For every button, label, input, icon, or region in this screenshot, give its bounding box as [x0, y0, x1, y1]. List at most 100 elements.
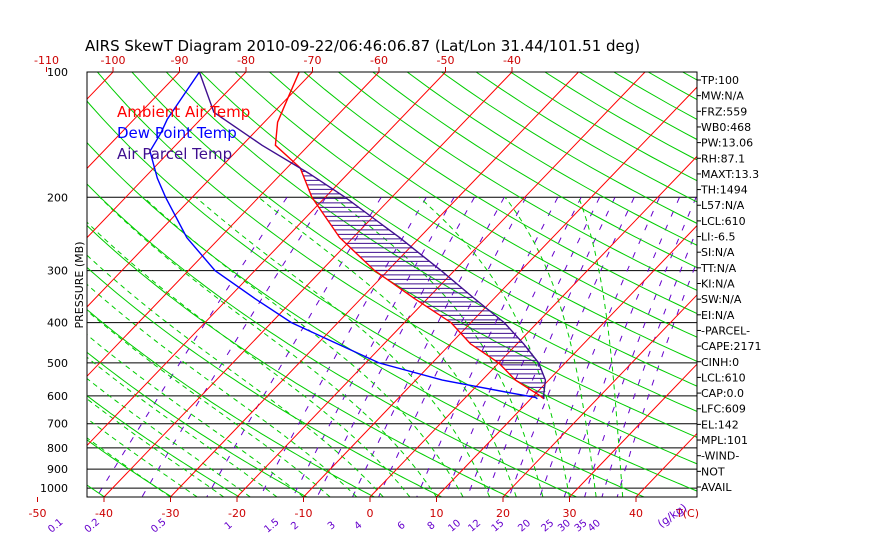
pressure-tick-100: 100	[47, 66, 68, 79]
index-row-23: EL:142	[701, 418, 739, 431]
index-row-25: -WIND-	[701, 450, 739, 463]
isotherm--20	[236, 72, 646, 497]
isotherm--110	[0, 72, 47, 497]
pressure-tick-700: 700	[47, 418, 68, 431]
index-row-8: TH:1494	[700, 184, 748, 197]
ambient-air-temp-line	[274, 72, 545, 400]
mixing-ratio-line-10	[466, 197, 601, 497]
bottom-tick-10: 10	[430, 507, 444, 520]
mixing-ratio-line-3	[352, 197, 505, 497]
index-row-13: TT:N/A	[700, 262, 737, 275]
dry-adiabat-340	[131, 72, 697, 438]
mixing-ratio-line-35	[601, 228, 697, 497]
isotherm-30	[569, 363, 697, 497]
index-row-19: CINH:0	[701, 356, 739, 369]
pressure-tick-500: 500	[47, 357, 68, 370]
dry-adiabat-380	[269, 72, 697, 338]
dry-adiabat-280	[87, 266, 442, 497]
mixing-ratio-line-12	[485, 197, 616, 497]
index-row-3: FRZ:559	[701, 105, 747, 118]
moist-adiabat--22	[87, 398, 224, 497]
dry-adiabat-420	[406, 72, 697, 246]
dry-adiabat-270	[87, 309, 375, 497]
plot-frame	[86, 71, 698, 498]
moist-adiabat--10	[87, 334, 304, 497]
moist-adiabat-18	[195, 196, 491, 497]
index-row-17: -PARCEL-	[701, 324, 750, 337]
y-axis-label: PRESSURE (MB)	[73, 242, 86, 329]
isotherm--30	[170, 72, 579, 497]
dry-adiabat-230	[87, 484, 105, 497]
bottom-tick--40: -40	[95, 507, 113, 520]
dry-adiabat-260	[87, 351, 308, 497]
index-row-2: MW:N/A	[701, 90, 744, 103]
mixing-ratio-label-30: 30	[556, 518, 573, 535]
top-tick--70: -70	[304, 54, 322, 67]
index-row-22: LFC:609	[701, 403, 746, 416]
mixing-ratio-label-25: 25	[540, 518, 557, 535]
pressure-tick-1000: 1000	[40, 482, 68, 495]
dry-adiabat-310	[87, 141, 645, 497]
isotherm--100	[87, 72, 114, 100]
isotherm-60	[769, 72, 870, 497]
mixing-ratio-label-3: 3	[326, 520, 338, 533]
bottom-temp-tick-labels: -50 -40 -30 -20 -10 0 10 20 30 40	[29, 497, 643, 520]
index-row-6: RH:87.1	[701, 152, 745, 165]
dry-adiabat-410	[372, 72, 697, 269]
mixing-ratio-label-6: 6	[396, 520, 408, 533]
chart-title: AIRS SkewT Diagram 2010-09-22/06:46:06.8…	[85, 37, 640, 55]
index-row-15: SW:N/A	[701, 293, 742, 306]
index-row-20: LCL:610	[701, 371, 746, 384]
top-tick--60: -60	[370, 54, 388, 67]
legend-item-1: Ambient Air Temp	[117, 103, 250, 121]
isotherm--40	[103, 72, 513, 497]
top-tick--110: -110	[34, 54, 59, 67]
isotherm-0	[369, 155, 697, 497]
mixing-ratio-label-0.1: 0.1	[46, 517, 65, 536]
pressure-tick-900: 900	[47, 463, 68, 476]
top-tick--100: -100	[101, 54, 126, 67]
mixing-ratio-line-25	[563, 197, 680, 497]
mixing-ratio-line-0.5	[206, 197, 382, 497]
moist-adiabat--6	[87, 310, 331, 497]
moist-adiabat--30	[87, 437, 171, 497]
mixing-ratio-label-4: 4	[352, 520, 364, 533]
index-row-4: WB0:468	[701, 121, 751, 134]
pressure-tick-400: 400	[47, 317, 68, 330]
mixing-ratio-label-40: 40	[586, 518, 603, 535]
top-temp-tick-labels: -120-110-100-90-80-70-60-50-40	[34, 54, 521, 72]
mixing-ratio-label-2: 2	[289, 520, 301, 533]
index-row-18: CAPE:2171	[701, 340, 762, 353]
isotherm--90	[87, 72, 180, 170]
moist-adiabat-34	[504, 196, 597, 497]
index-row-16: EI:N/A	[701, 309, 735, 322]
dew-point-temp-line	[149, 72, 538, 400]
dry-adiabat-430	[441, 72, 697, 224]
air-parcel-temp-line	[198, 72, 547, 399]
isotherm-20	[502, 294, 697, 497]
index-row-10: LCL:610	[701, 215, 746, 228]
bottom-tick--20: -20	[228, 507, 246, 520]
index-row-7: MAXT:13.3	[701, 168, 759, 181]
dry-adiabat-220	[0, 72, 37, 497]
legend: Ambient Air Temp Dew Point Temp Air Parcel…	[117, 103, 250, 163]
mixing-ratio-label-12: 12	[466, 518, 483, 535]
mixing-ratio-label-8: 8	[426, 520, 438, 533]
isotherm--50	[87, 72, 446, 447]
x-axis-unit-label: T(C)	[675, 507, 699, 520]
mixing-ratio-line-40	[616, 260, 697, 497]
isotherm--60	[87, 72, 380, 377]
profile-series	[149, 72, 547, 400]
moist-adiabat-38	[578, 197, 624, 497]
index-row-27: AVAIL	[701, 481, 732, 494]
pressure-tick-200: 200	[47, 191, 68, 204]
mixing-ratio-line-15	[508, 197, 635, 497]
index-row-9: L57:N/A	[701, 199, 745, 212]
top-tick--90: -90	[171, 54, 189, 67]
mixing-ratio-line-0.1	[96, 197, 288, 497]
top-tick--40: -40	[503, 54, 521, 67]
pressure-tick-800: 800	[47, 442, 68, 455]
mixing-ratio-label-10: 10	[446, 518, 463, 535]
mixing-ratio-line-0.2	[141, 197, 327, 497]
